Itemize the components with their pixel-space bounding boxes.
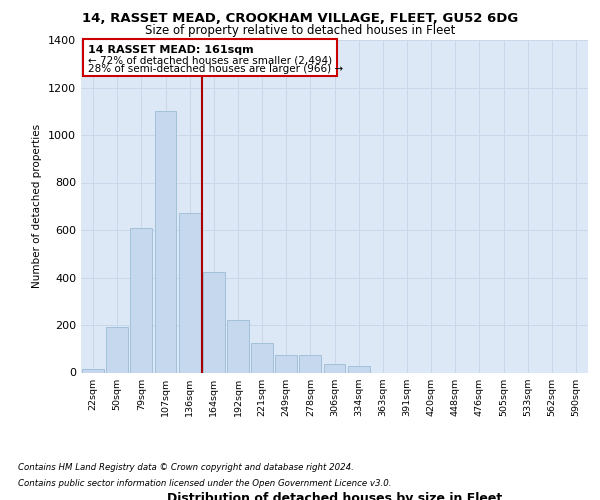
X-axis label: Distribution of detached houses by size in Fleet: Distribution of detached houses by size … — [167, 492, 502, 500]
Text: Contains HM Land Registry data © Crown copyright and database right 2024.: Contains HM Land Registry data © Crown c… — [18, 464, 354, 472]
Text: 14, RASSET MEAD, CROOKHAM VILLAGE, FLEET, GU52 6DG: 14, RASSET MEAD, CROOKHAM VILLAGE, FLEET… — [82, 12, 518, 26]
Text: ← 72% of detached houses are smaller (2,494): ← 72% of detached houses are smaller (2,… — [88, 56, 332, 66]
Text: Contains public sector information licensed under the Open Government Licence v3: Contains public sector information licen… — [18, 478, 392, 488]
Text: 28% of semi-detached houses are larger (966) →: 28% of semi-detached houses are larger (… — [88, 64, 343, 74]
Text: 14 RASSET MEAD: 161sqm: 14 RASSET MEAD: 161sqm — [88, 45, 254, 54]
Bar — [348, 366, 370, 372]
Bar — [106, 328, 128, 372]
Bar — [130, 228, 152, 372]
Bar — [203, 272, 224, 372]
Bar — [155, 112, 176, 372]
Bar — [251, 343, 273, 372]
FancyBboxPatch shape — [83, 39, 337, 76]
Bar — [299, 354, 321, 372]
Bar — [227, 320, 249, 372]
Text: Size of property relative to detached houses in Fleet: Size of property relative to detached ho… — [145, 24, 455, 37]
Bar — [82, 369, 104, 372]
Bar — [323, 364, 346, 372]
Y-axis label: Number of detached properties: Number of detached properties — [32, 124, 43, 288]
Bar — [275, 354, 297, 372]
Bar — [179, 214, 200, 372]
